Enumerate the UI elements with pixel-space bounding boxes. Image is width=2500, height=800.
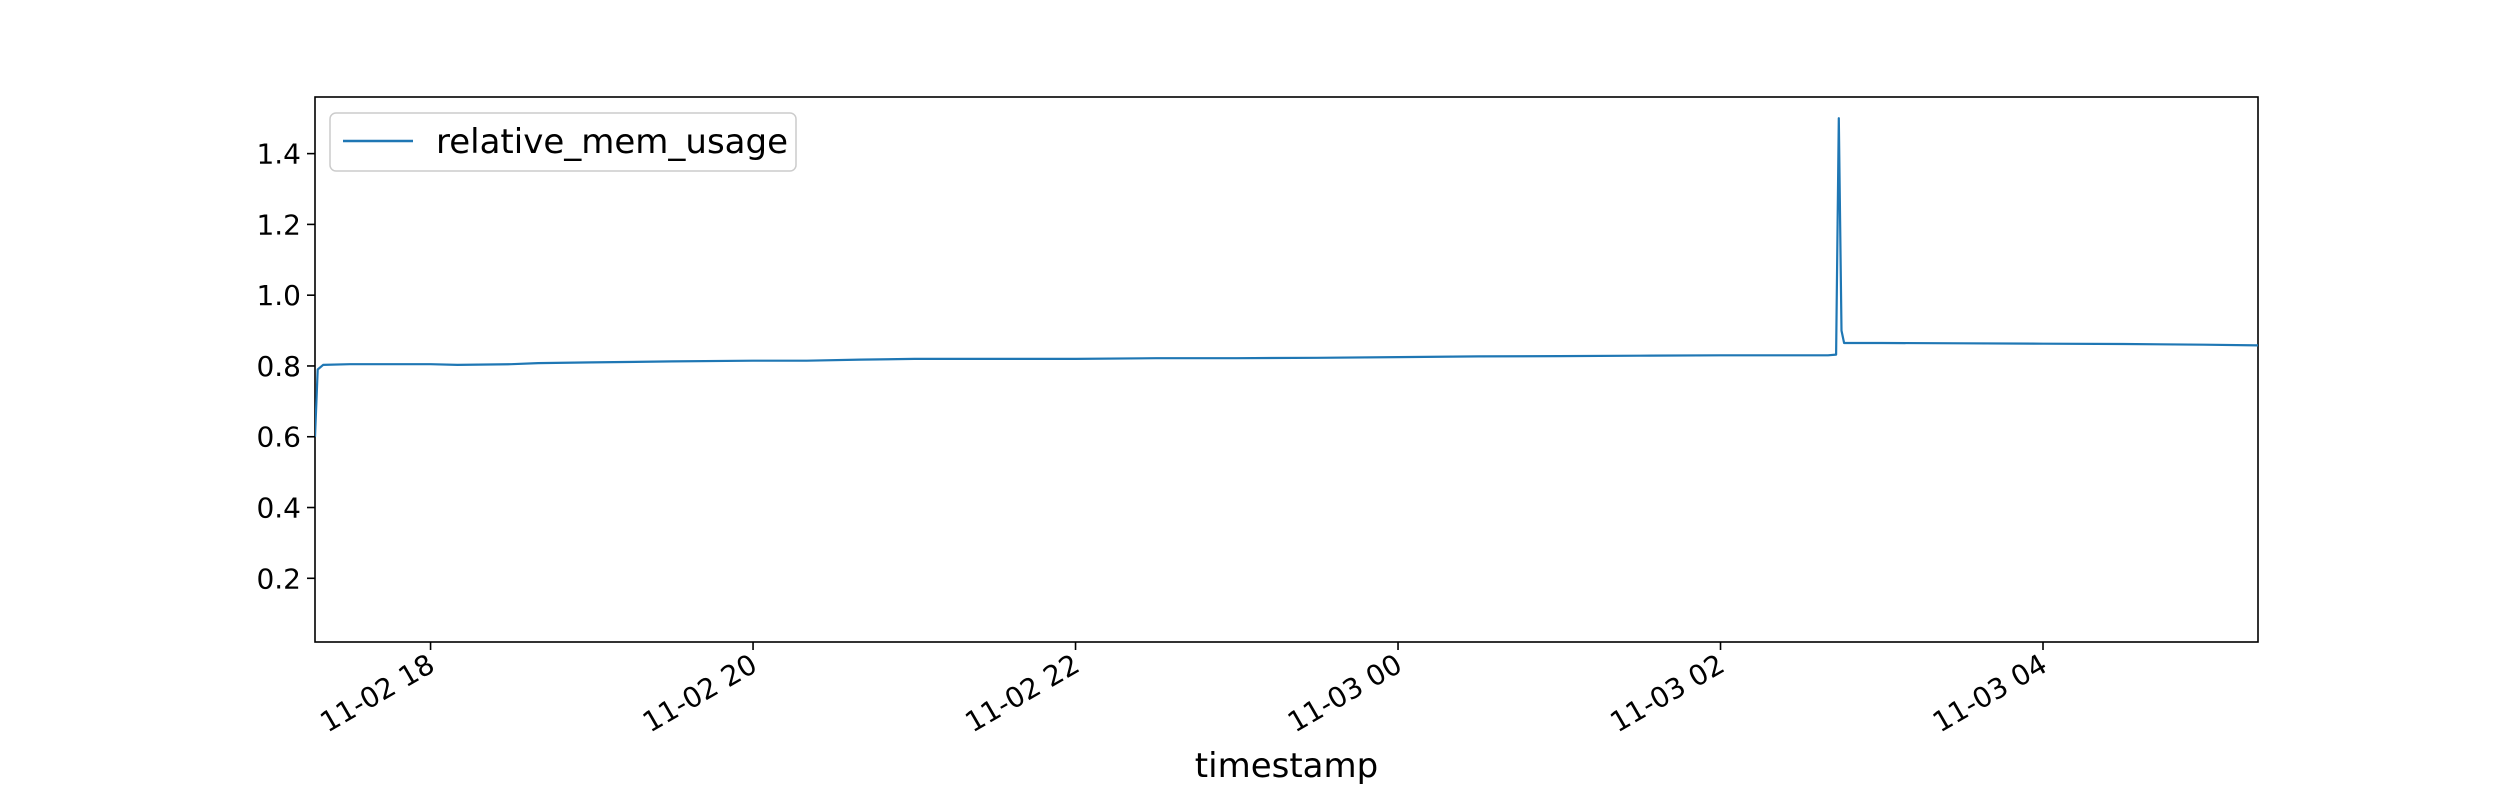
series-line-relative_mem_usage — [315, 117, 2258, 437]
y-tick-label: 0.4 — [256, 492, 301, 525]
plot-area-frame — [314, 96, 2259, 643]
x-tick-label: 11-02 18 — [315, 647, 441, 739]
y-tick-label: 0.6 — [256, 421, 301, 454]
y-tick-label: 0.2 — [256, 562, 301, 595]
x-tick-label: 11-03 00 — [1282, 647, 1408, 739]
y-tick-label: 1.4 — [256, 138, 301, 171]
y-tick-label: 1.0 — [256, 279, 301, 312]
legend: relative_mem_usage — [329, 112, 797, 172]
x-tick-label: 11-03 02 — [1604, 647, 1730, 739]
x-tick-label: 11-03 04 — [1927, 647, 2053, 739]
legend-box — [329, 112, 797, 172]
x-axis-label: timestamp — [1195, 746, 1378, 786]
y-tick-label: 1.2 — [256, 208, 301, 241]
x-tick-label: 11-02 20 — [637, 647, 763, 739]
legend-label: relative_mem_usage — [436, 122, 788, 162]
x-tick-label: 11-02 22 — [960, 647, 1086, 739]
y-tick-label: 0.8 — [256, 350, 301, 383]
